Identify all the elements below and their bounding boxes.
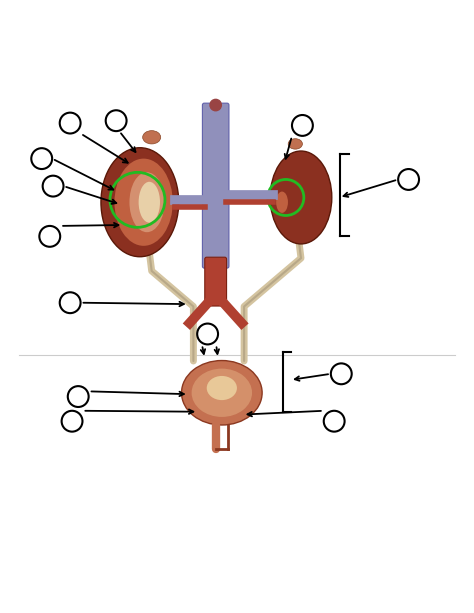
FancyBboxPatch shape [205,257,227,306]
Ellipse shape [138,182,160,223]
Ellipse shape [288,139,302,149]
Ellipse shape [143,131,161,144]
Ellipse shape [191,368,252,417]
Ellipse shape [182,360,262,425]
Ellipse shape [129,172,164,232]
Ellipse shape [270,151,332,244]
Ellipse shape [276,191,288,213]
Ellipse shape [207,376,237,400]
Ellipse shape [114,159,173,246]
Circle shape [210,99,221,111]
Ellipse shape [101,148,179,257]
FancyBboxPatch shape [202,103,229,268]
